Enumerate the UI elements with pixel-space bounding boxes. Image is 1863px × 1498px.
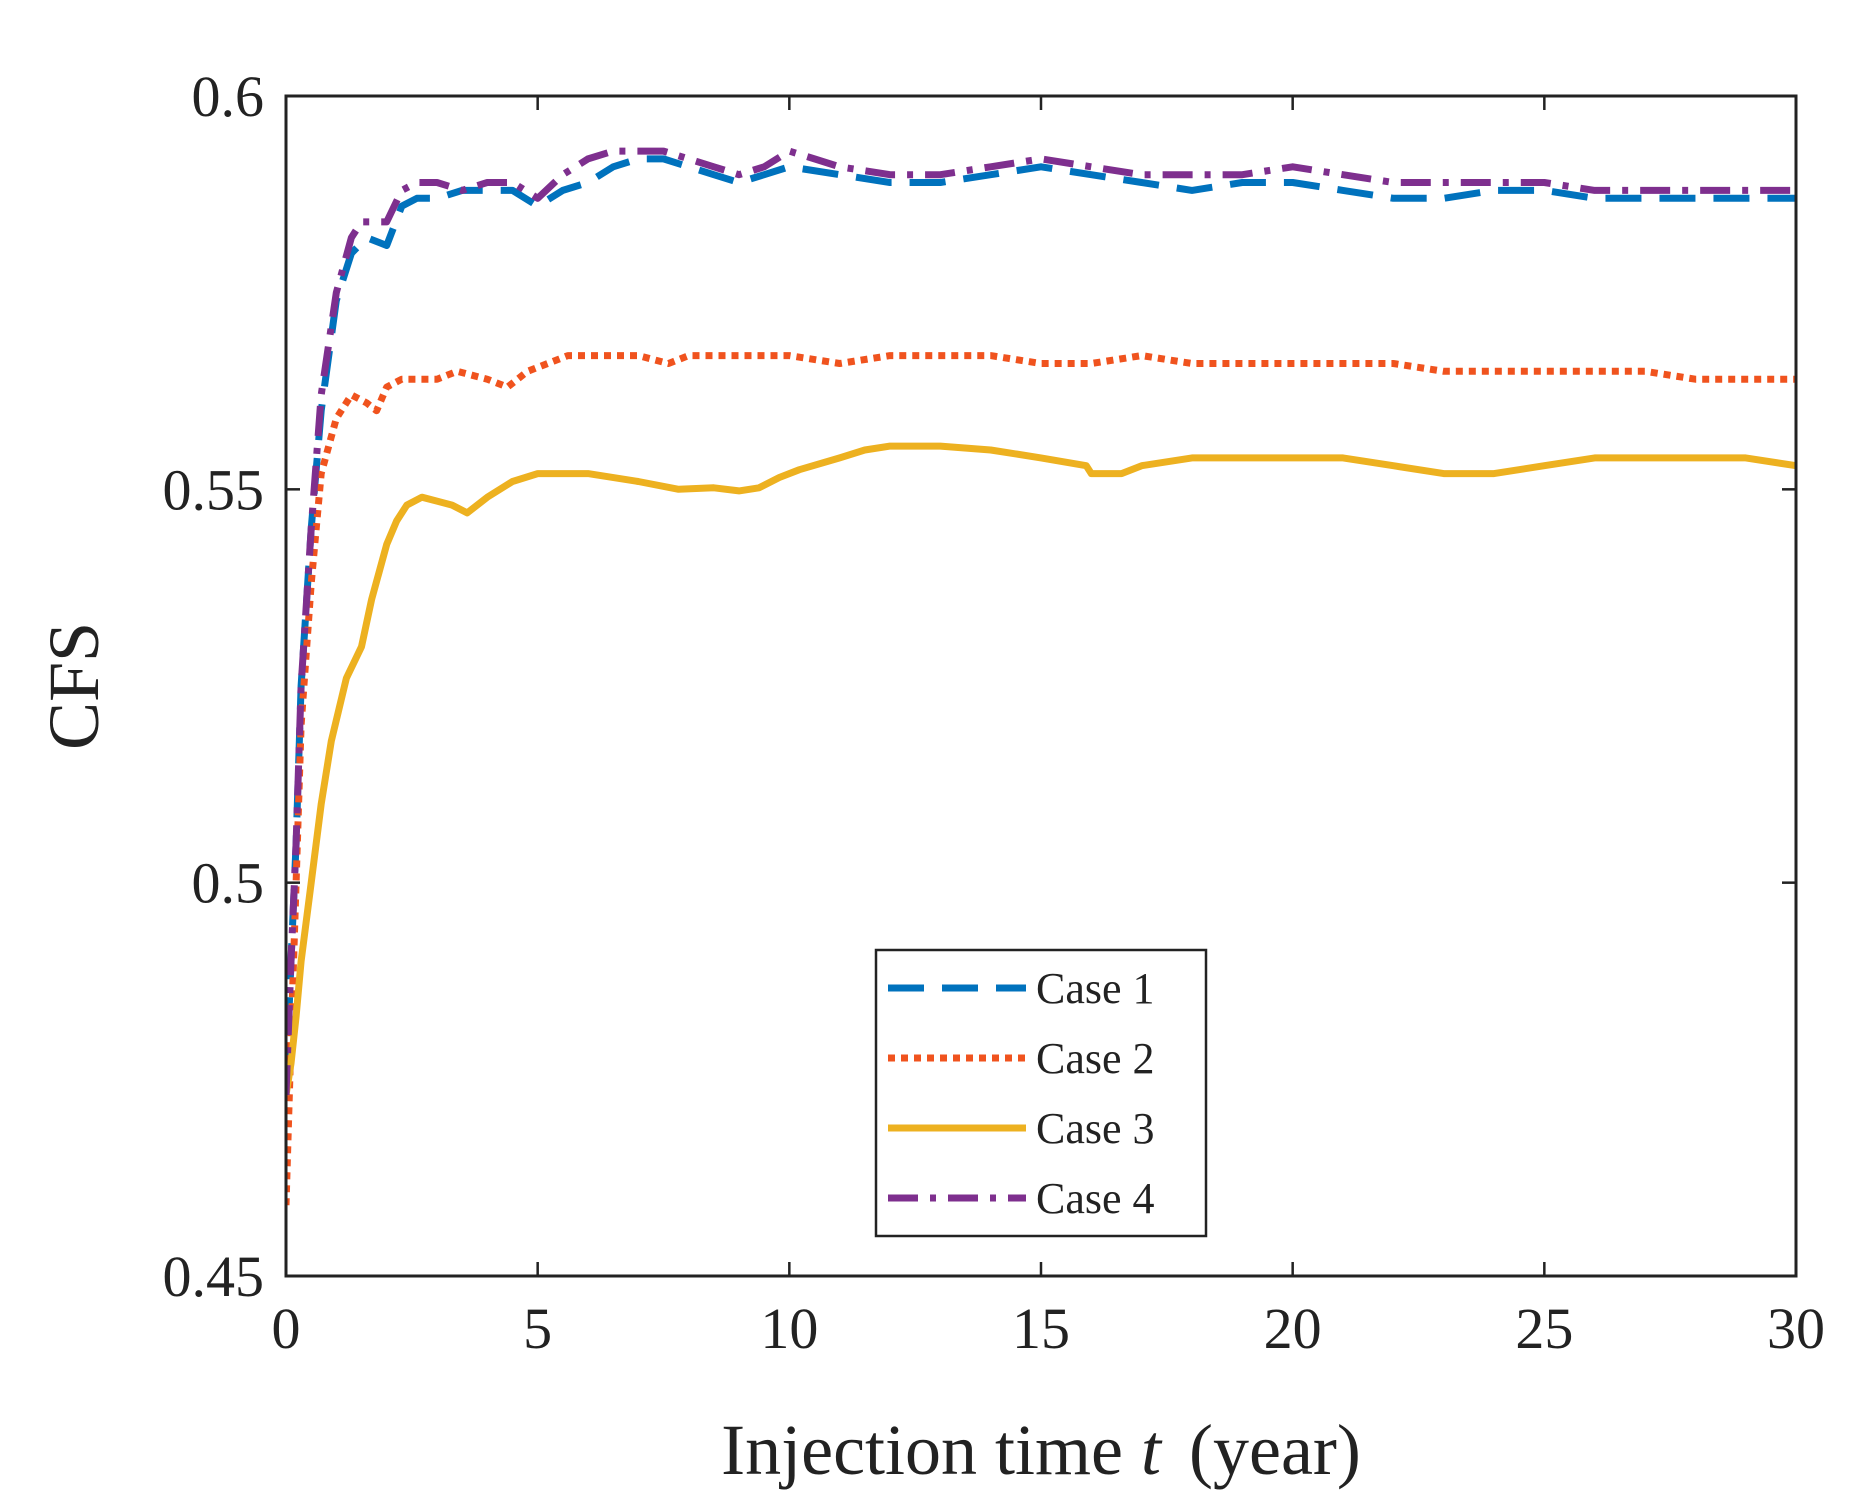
series-line-case-3 [286,442,1796,1096]
x-tick-label: 25 [1515,1296,1573,1361]
series-layer [286,147,1796,1206]
legend-entries: Case 1 Case 2 Case 3 Case 4 [888,964,1155,1223]
x-tick-label: 20 [1264,1296,1322,1361]
ticks-layer: 0 5 10 15 20 25 30 0.45 0.5 0.55 0.6 [163,64,1826,1361]
x-axis-unit: (year) [1189,1410,1361,1490]
y-tick-label: 0.5 [192,851,265,916]
y-axis-title: CFS [34,622,114,750]
y-tick-label: 0.45 [163,1244,265,1309]
legend-label-case-4: Case 4 [1036,1174,1155,1223]
x-tick-label: 0 [272,1296,301,1361]
legend-label-case-2: Case 2 [1036,1034,1155,1083]
x-tick-label: 10 [760,1296,818,1361]
series-line-case-4 [286,147,1796,1096]
legend: Case 1 Case 2 Case 3 Case 4 [874,948,1208,1238]
legend-label-case-3: Case 3 [1036,1104,1155,1153]
x-axis-label: Injection time [721,1410,1123,1490]
x-axis-variable: t [1141,1410,1163,1490]
series-line-case-1 [286,155,1796,1088]
series-line-case-2 [286,352,1796,1206]
x-tick-label: 5 [523,1296,552,1361]
x-tick-label: 30 [1767,1296,1825,1361]
y-tick-label: 0.55 [163,457,265,522]
legend-label-case-1: Case 1 [1036,964,1155,1013]
y-tick-label: 0.6 [192,64,265,129]
x-axis-title: Injection time t (year) [721,1410,1361,1490]
legend-box [874,948,1208,1238]
x-tick-label: 15 [1012,1296,1070,1361]
